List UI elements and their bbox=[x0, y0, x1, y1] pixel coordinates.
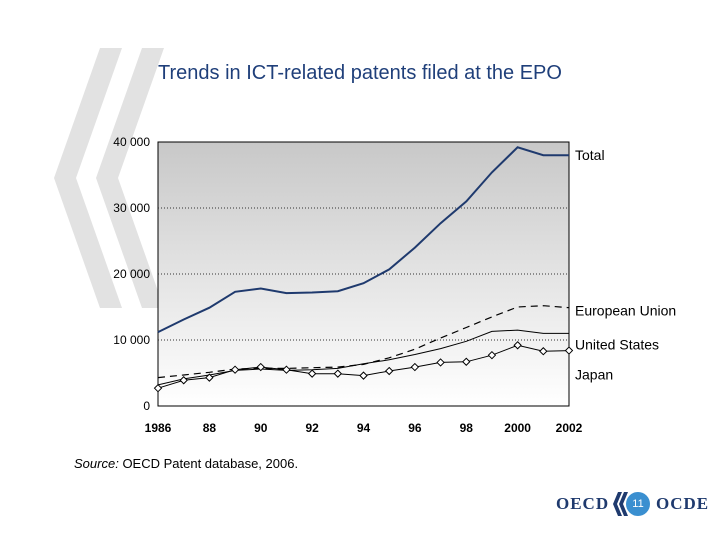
y-tick-label: 10 000 bbox=[113, 333, 150, 347]
oecd-logo: OECD 11 OCDE bbox=[556, 490, 708, 518]
legend-label: European Union bbox=[575, 303, 676, 319]
y-tick-label: 30 000 bbox=[113, 201, 150, 215]
y-tick-label: 20 000 bbox=[113, 267, 150, 281]
legend-label: Japan bbox=[575, 367, 613, 383]
series-line-european-union bbox=[157, 305, 570, 379]
japan-marker bbox=[359, 371, 368, 380]
logo-oecd-text: OECD bbox=[556, 494, 610, 513]
japan-marker bbox=[205, 373, 214, 382]
page-number: 11 bbox=[626, 492, 650, 516]
japan-marker bbox=[410, 362, 420, 372]
source-text: OECD Patent database, 2006. bbox=[122, 456, 299, 471]
x-tick-label: 88 bbox=[203, 421, 217, 435]
x-tick-label: 98 bbox=[460, 421, 474, 435]
y-tick-label: 40 000 bbox=[113, 135, 150, 149]
legend-label: United States bbox=[575, 336, 659, 352]
plot-area bbox=[157, 141, 570, 407]
source-label: Source: bbox=[74, 456, 119, 471]
source-note: Source: OECD Patent database, 2006. bbox=[74, 456, 298, 471]
logo-guillemet-icon bbox=[613, 492, 628, 516]
japan-marker bbox=[230, 365, 240, 374]
japan-marker bbox=[462, 357, 471, 366]
logo-ocde-text: OCDE bbox=[656, 494, 710, 513]
x-tick-label: 90 bbox=[254, 421, 268, 435]
x-tick-label: 2000 bbox=[504, 421, 531, 435]
japan-marker bbox=[179, 376, 188, 385]
legend-label: Total bbox=[575, 147, 605, 163]
japan-marker bbox=[487, 350, 497, 360]
japan-marker bbox=[256, 362, 265, 372]
x-tick-label: 2002 bbox=[556, 421, 583, 435]
y-tick-label: 0 bbox=[143, 399, 150, 413]
japan-marker bbox=[153, 383, 163, 393]
japan-marker bbox=[333, 369, 343, 378]
japan-marker bbox=[539, 347, 548, 356]
japan-marker bbox=[436, 358, 445, 367]
series-line-total bbox=[157, 146, 569, 333]
japan-marker bbox=[564, 346, 574, 355]
japan-marker bbox=[282, 365, 291, 374]
slide-title: Trends in ICT-related patents filed at t… bbox=[158, 62, 562, 84]
x-tick-label: 96 bbox=[408, 421, 422, 435]
japan-marker bbox=[513, 341, 522, 350]
x-tick-label: 1986 bbox=[145, 421, 172, 435]
japan-marker bbox=[307, 369, 317, 378]
japan-marker bbox=[384, 366, 394, 376]
x-tick-label: 92 bbox=[305, 421, 319, 435]
x-tick-label: 94 bbox=[357, 421, 371, 435]
